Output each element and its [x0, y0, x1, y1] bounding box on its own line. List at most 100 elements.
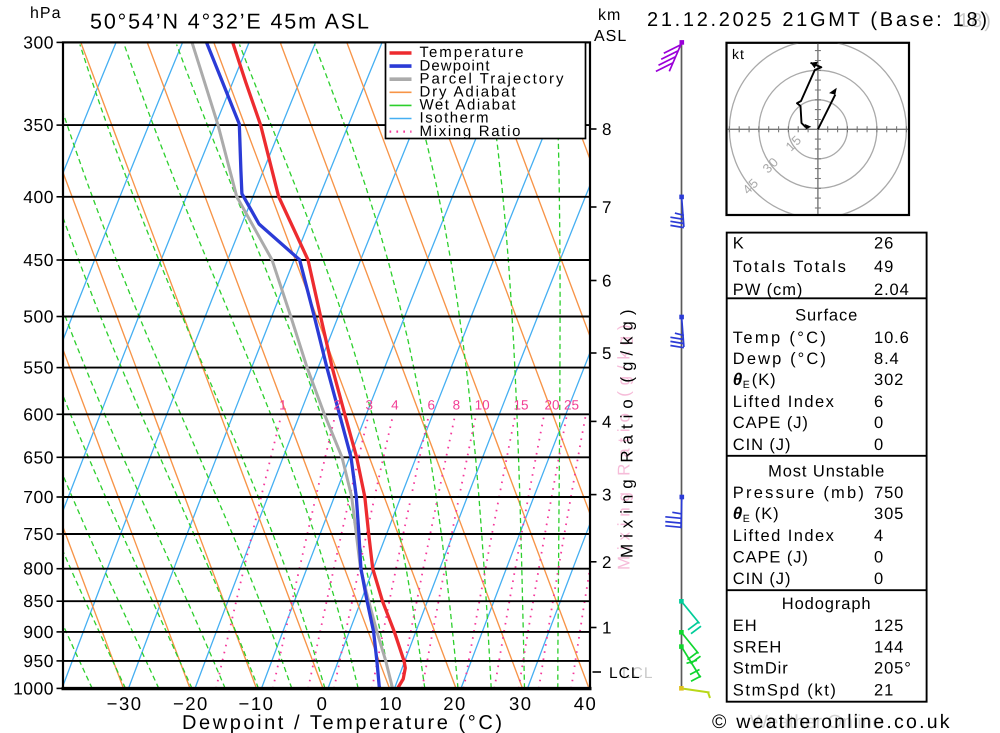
svg-text:Dewpoint: Dewpoint: [420, 57, 491, 74]
svg-text:Totals Totals: Totals Totals: [733, 258, 847, 276]
svg-text:4: 4: [391, 398, 399, 413]
svg-text:3: 3: [602, 486, 611, 505]
svg-text:SREH: SREH: [733, 638, 782, 656]
svg-text:20: 20: [544, 398, 559, 413]
svg-text:302: 302: [874, 371, 904, 389]
svg-text:EH: EH: [733, 617, 758, 635]
svg-text:300: 300: [23, 32, 54, 52]
svg-text:550: 550: [23, 358, 54, 378]
svg-text:2.04: 2.04: [874, 281, 910, 299]
svg-text:Isotherm: Isotherm: [420, 110, 490, 127]
svg-text:0: 0: [874, 436, 884, 454]
svg-text:Parcel Trajectory: Parcel Trajectory: [420, 70, 565, 87]
svg-text:7: 7: [602, 198, 611, 217]
svg-text:Surface: Surface: [795, 306, 858, 324]
svg-text:1: 1: [279, 398, 287, 413]
svg-text:Most Unstable: Most Unstable: [768, 463, 885, 481]
svg-text:8: 8: [602, 120, 611, 139]
svg-text:E: E: [743, 513, 750, 525]
svg-text:Weather Online: Weather Online: [750, 712, 885, 733]
svg-text:−30: −30: [107, 693, 143, 714]
svg-text:2: 2: [333, 398, 341, 413]
svg-text:kt: kt: [732, 46, 745, 62]
svg-text:900: 900: [23, 622, 54, 642]
svg-text:km: km: [598, 7, 621, 24]
svg-text:8: 8: [453, 398, 461, 413]
svg-text:Lifted Index: Lifted Index: [733, 527, 835, 545]
svg-text:6: 6: [602, 272, 611, 291]
svg-text:Dewpoint / Temperature (°C): Dewpoint / Temperature (°C): [182, 712, 504, 733]
svg-text:StmDir: StmDir: [733, 660, 789, 678]
svg-text:CAPE (J): CAPE (J): [733, 414, 809, 432]
svg-text:800: 800: [23, 559, 54, 579]
svg-text:10: 10: [475, 398, 490, 413]
svg-text:500: 500: [23, 306, 54, 326]
svg-text:21.12.2025 21GMT (Base: 18): 21.12.2025 21GMT (Base: 18): [647, 9, 989, 31]
svg-text:205°: 205°: [874, 660, 912, 678]
svg-text:© weatheronline.co.uk: © weatheronline.co.uk: [712, 711, 951, 733]
svg-text:CAPE (J): CAPE (J): [733, 548, 809, 566]
svg-text:−20: −20: [173, 693, 209, 714]
svg-text:Mixing Ratio: Mixing Ratio: [420, 123, 522, 140]
svg-text:10: 10: [380, 693, 404, 714]
svg-text:3: 3: [365, 398, 373, 413]
svg-text:5: 5: [602, 344, 611, 363]
svg-text:1: 1: [602, 619, 611, 638]
svg-text:49: 49: [874, 258, 894, 276]
svg-text:Hodograph: Hodograph: [782, 595, 872, 613]
svg-text:750: 750: [23, 524, 54, 544]
svg-text:6: 6: [874, 393, 884, 411]
svg-text:0: 0: [874, 414, 884, 432]
svg-text:50°54’N 4°32’E 45m ASL: 50°54’N 4°32’E 45m ASL: [90, 10, 371, 34]
svg-text:θ: θ: [733, 504, 743, 523]
svg-text:LCL: LCL: [622, 665, 653, 682]
svg-text:26: 26: [874, 235, 894, 253]
svg-text:8.4: 8.4: [874, 350, 900, 368]
svg-text:(K): (K): [752, 371, 777, 389]
svg-text:305: 305: [874, 505, 904, 523]
svg-text:21: 21: [874, 682, 894, 700]
svg-text:10.6: 10.6: [874, 329, 910, 347]
svg-text:700: 700: [23, 487, 54, 507]
svg-text:750: 750: [874, 484, 904, 502]
svg-text:600: 600: [23, 404, 54, 424]
svg-text:StmSpd (kt): StmSpd (kt): [733, 682, 837, 700]
svg-text:4: 4: [602, 412, 611, 431]
svg-text:30: 30: [509, 693, 533, 714]
svg-text:1000: 1000: [13, 678, 54, 698]
svg-text:4: 4: [874, 527, 884, 545]
svg-text:18): 18): [958, 10, 993, 32]
svg-text:40: 40: [574, 693, 598, 714]
svg-text:144: 144: [874, 638, 904, 656]
svg-text:(K): (K): [755, 505, 780, 523]
svg-text:Temp (°C): Temp (°C): [733, 329, 827, 347]
svg-text:CIN (J): CIN (J): [733, 570, 792, 588]
svg-text:950: 950: [23, 651, 54, 671]
svg-text:Temperature: Temperature: [420, 44, 525, 61]
svg-text:Dewp (°C): Dewp (°C): [733, 350, 827, 368]
svg-text:Dry Adiabat: Dry Adiabat: [420, 84, 517, 101]
svg-text:E: E: [743, 379, 750, 391]
svg-text:K: K: [733, 235, 745, 253]
svg-text:15: 15: [513, 398, 528, 413]
svg-text:650: 650: [23, 447, 54, 467]
svg-text:Pressure (mb): Pressure (mb): [733, 484, 865, 502]
svg-text:2: 2: [602, 553, 611, 572]
svg-text:0: 0: [874, 548, 884, 566]
svg-text:350: 350: [23, 115, 54, 135]
svg-text:20: 20: [443, 693, 467, 714]
svg-text:400: 400: [23, 187, 54, 207]
svg-text:6: 6: [428, 398, 436, 413]
svg-text:hPa: hPa: [30, 5, 61, 22]
svg-text:LCL: LCL: [609, 665, 640, 682]
svg-text:Wet Adiabat: Wet Adiabat: [420, 97, 517, 114]
svg-text:Lifted Index: Lifted Index: [733, 393, 835, 411]
svg-text:PW (cm): PW (cm): [733, 281, 803, 299]
svg-text:850: 850: [23, 591, 54, 611]
svg-text:0: 0: [317, 693, 329, 714]
svg-text:θ: θ: [733, 370, 743, 389]
svg-text:25: 25: [564, 398, 579, 413]
svg-text:450: 450: [23, 250, 54, 270]
svg-text:0: 0: [874, 570, 884, 588]
svg-text:125: 125: [874, 617, 904, 635]
